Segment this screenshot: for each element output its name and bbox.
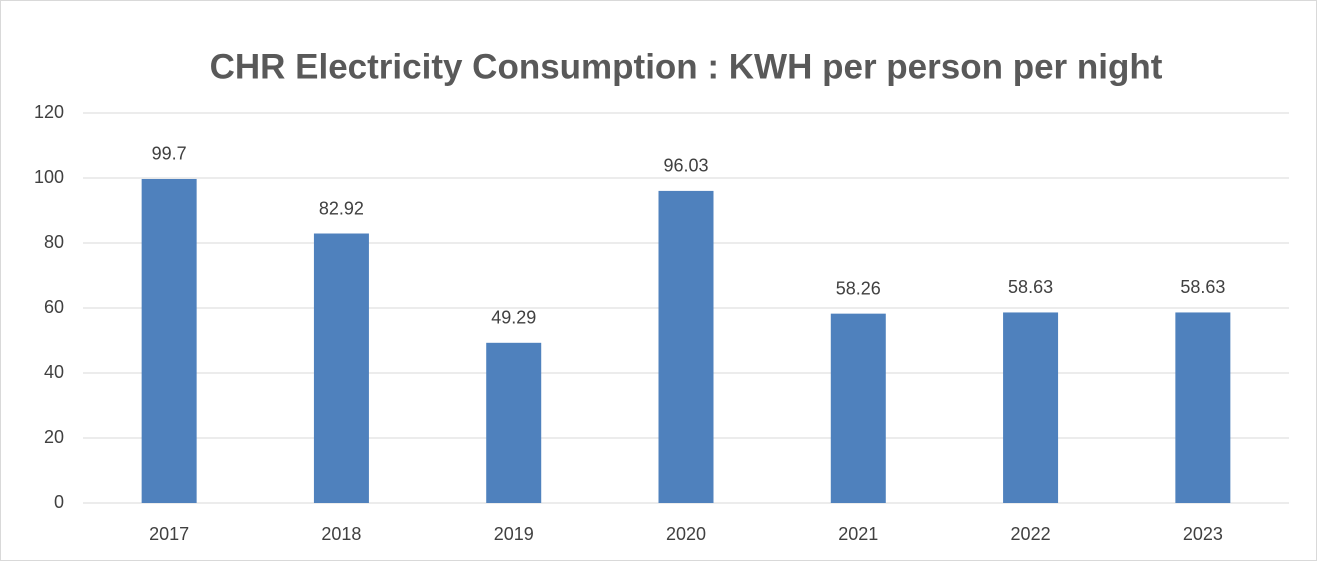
bar: [1175, 312, 1231, 503]
data-label: 58.63: [1008, 277, 1053, 297]
data-label: 58.26: [836, 278, 881, 298]
y-tick-label: 0: [54, 492, 64, 512]
data-label: 82.92: [319, 198, 364, 218]
x-tick-label: 2018: [321, 524, 361, 544]
bar: [658, 190, 714, 503]
data-label: 96.03: [663, 156, 708, 176]
y-tick-label: 100: [34, 167, 64, 187]
bar: [313, 233, 369, 503]
chart-title: CHR Electricity Consumption : KWH per pe…: [210, 47, 1163, 86]
bar: [1003, 312, 1059, 503]
bar: [830, 313, 886, 503]
y-tick-label: 60: [44, 297, 64, 317]
x-tick-label: 2017: [149, 524, 189, 544]
y-tick-label: 80: [44, 232, 64, 252]
bar: [141, 178, 197, 503]
data-label: 49.29: [491, 308, 536, 328]
y-tick-label: 120: [34, 102, 64, 122]
data-label: 58.63: [1180, 277, 1225, 297]
bar: [486, 342, 542, 503]
x-tick-label: 2019: [494, 524, 534, 544]
y-tick-label: 20: [44, 427, 64, 447]
x-tick-label: 2022: [1011, 524, 1051, 544]
x-tick-label: 2021: [838, 524, 878, 544]
x-tick-label: 2023: [1183, 524, 1223, 544]
x-tick-label: 2020: [666, 524, 706, 544]
y-tick-label: 40: [44, 362, 64, 382]
data-label: 99.7: [152, 144, 187, 164]
